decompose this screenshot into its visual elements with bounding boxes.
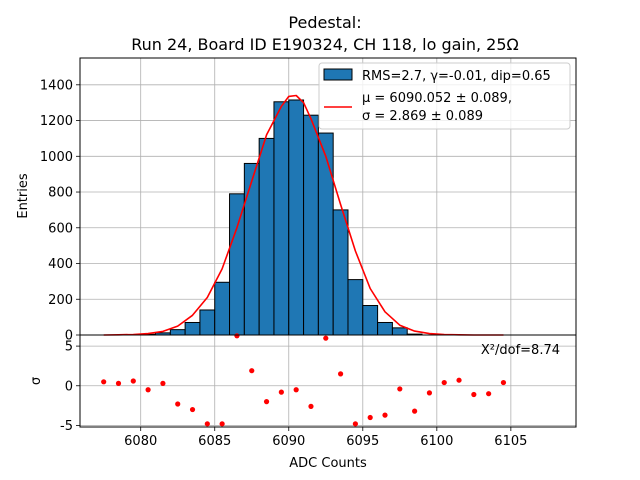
histogram-bars [125, 99, 423, 336]
histogram-panel: 0 200 400 600 800 1000 1200 1400 Entries RMS=2.… [16, 57, 577, 344]
residual-point-9 [234, 333, 240, 339]
residual-point-4 [160, 380, 166, 386]
residual-point-27 [500, 379, 507, 386]
residual-point-13 [293, 387, 299, 393]
xtick-label-2: 6090 [272, 434, 305, 449]
histogram-bar-13 [317, 132, 334, 336]
histogram-bar-12 [303, 114, 319, 336]
xtick-label-1: 6085 [198, 434, 231, 449]
bottom-y-axis-label: σ [29, 377, 44, 385]
top-ytick-label-7: 1400 [40, 78, 73, 93]
histogram-bar-17 [377, 321, 393, 336]
xtick-label-3: 6095 [346, 434, 379, 449]
histogram-bar-7 [229, 193, 245, 336]
bottom-ytick-label-0: -5 [60, 419, 73, 434]
xtick-label-0: 6080 [124, 434, 157, 449]
histogram-bar-15 [347, 279, 364, 336]
residual-point-1 [115, 380, 122, 386]
legend: RMS=2.7, γ=-0.01, dip=0.65 μ = 6090.052 … [318, 62, 571, 130]
residual-point-12 [278, 389, 284, 395]
top-ytick-label-3: 600 [48, 221, 73, 236]
residual-point-2 [130, 378, 136, 384]
residual-point-10 [249, 368, 255, 374]
histogram-bar-14 [332, 209, 349, 336]
top-ytick-label-4: 800 [48, 186, 73, 201]
top-ytick-label-5: 1000 [40, 150, 73, 165]
top-ytick-label-6: 1200 [40, 114, 73, 129]
chart-subtitle: Run 24, Board ID E190324, CH 118, lo gai… [131, 35, 519, 54]
bottom-ytick-label-2: 5 [65, 340, 73, 355]
legend-fit-label-sigma: σ = 2.869 ± 0.089 [362, 109, 483, 124]
residual-point-8 [219, 421, 225, 427]
top-ytick-label-1: 200 [48, 293, 73, 308]
histogram-bar-9 [258, 137, 275, 336]
residual-point-7 [204, 421, 210, 427]
residual-panel: -5 0 5 6080 6085 6090 6095 6100 6105 σ X²/dof=8.… [29, 333, 577, 471]
residual-point-14 [308, 403, 314, 409]
chi2-annotation: X²/dof=8.74 [481, 343, 560, 358]
residual-point-21 [412, 408, 418, 414]
residual-point-0 [101, 379, 107, 385]
histogram-bar-5 [199, 309, 216, 336]
fit-curve [103, 94, 504, 336]
residual-points [101, 333, 507, 427]
legend-histogram-swatch [323, 68, 353, 81]
top-y-axis-label: Entries [16, 173, 31, 219]
xtick-label-5: 6105 [494, 434, 527, 449]
legend-box [318, 62, 571, 130]
legend-fit-label-mu: μ = 6090.052 ± 0.089, [362, 91, 512, 106]
histogram-bar-6 [214, 281, 231, 336]
legend-histogram-label: RMS=2.7, γ=-0.01, dip=0.65 [362, 69, 551, 84]
histogram-bar-16 [362, 305, 379, 336]
residual-point-15 [323, 335, 329, 341]
residual-point-24 [456, 377, 462, 383]
histogram-bar-3 [169, 329, 186, 336]
bottom-axes-frame [79, 334, 577, 428]
residual-point-6 [189, 406, 196, 413]
histogram-bar-18 [391, 327, 408, 336]
residual-point-26 [486, 391, 492, 397]
residual-point-16 [337, 371, 344, 377]
residual-point-17 [352, 421, 358, 427]
histogram-bar-4 [184, 321, 201, 336]
x-axis-label: ADC Counts [289, 456, 367, 471]
bottom-grid [80, 335, 576, 427]
top-ytick-label-2: 400 [48, 257, 73, 272]
residual-point-18 [367, 414, 373, 421]
histogram-bar-8 [243, 162, 260, 336]
residual-point-22 [426, 390, 433, 396]
residual-point-23 [441, 379, 447, 386]
histogram-bar-11 [288, 99, 305, 336]
chart-title: Pedestal: [288, 13, 361, 32]
bottom-ytick-label-1: 0 [65, 379, 73, 394]
residual-point-25 [471, 391, 477, 398]
bottom-ticks: -5 0 5 6080 6085 6090 6095 6100 6105 [60, 340, 527, 449]
histogram-bar-10 [273, 101, 290, 336]
top-ytick-label-0: 0 [65, 329, 73, 344]
residual-point-20 [397, 386, 403, 392]
residual-point-5 [175, 401, 181, 407]
xtick-label-4: 6100 [420, 434, 453, 449]
residual-point-3 [145, 387, 151, 393]
residual-point-11 [263, 399, 270, 405]
top-y-ticks: 0 200 400 600 800 1000 1200 1400 [40, 78, 80, 344]
residual-point-19 [382, 412, 388, 418]
